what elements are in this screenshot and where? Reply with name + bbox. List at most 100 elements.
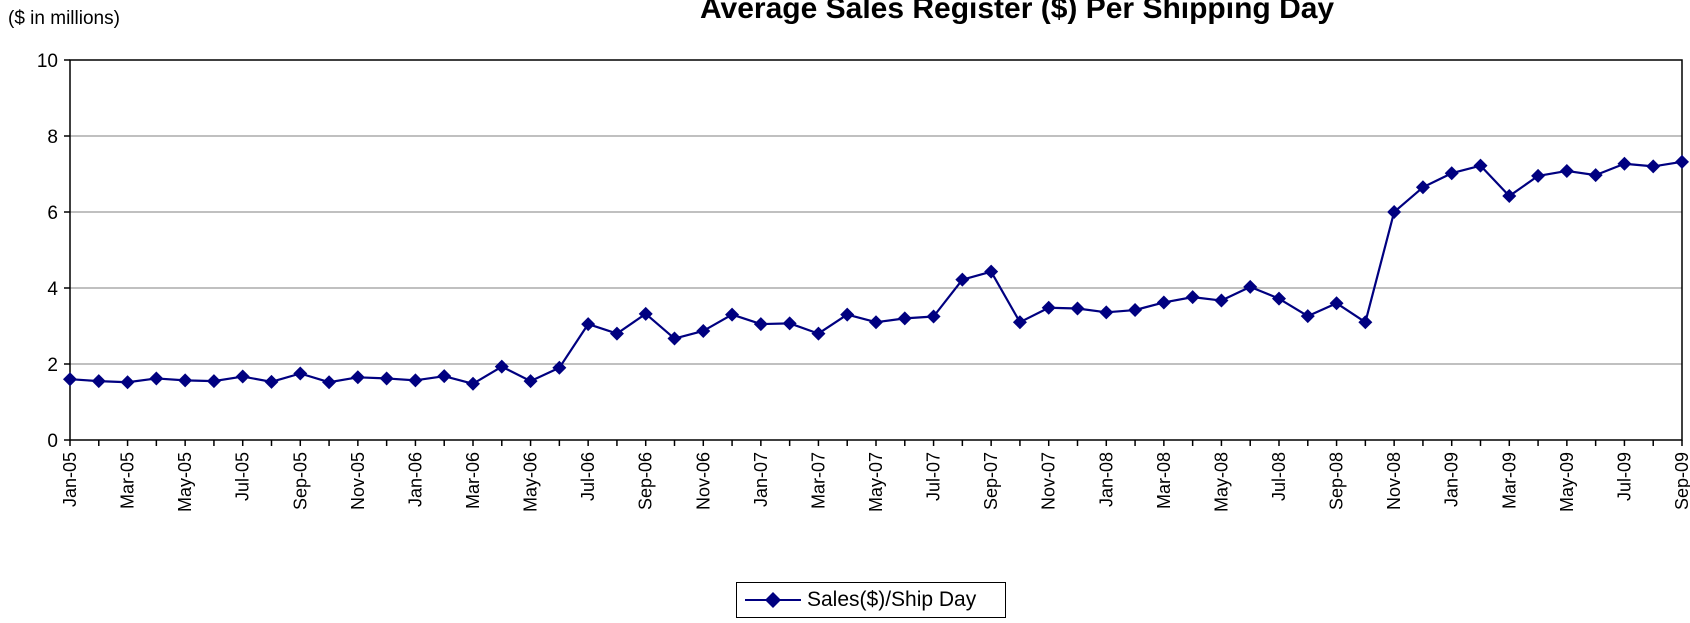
data-point-marker (1559, 163, 1574, 178)
series-markers (63, 154, 1689, 391)
x-tick-label: May-06 (521, 452, 541, 512)
legend-line-marker-icon (745, 592, 801, 608)
x-tick-label: Mar-09 (1499, 452, 1519, 509)
x-tick-label: Jul-08 (1269, 452, 1289, 501)
x-tick-label: Jul-09 (1614, 452, 1634, 501)
x-tick-label: Jul-05 (233, 452, 253, 501)
y-tick-label: 10 (37, 51, 58, 72)
data-point-marker (1473, 158, 1488, 173)
data-point-marker (1588, 168, 1603, 183)
x-tick-label: May-07 (866, 452, 886, 512)
data-point-marker (552, 360, 567, 375)
x-tick-label: Sep-07 (981, 452, 1001, 510)
data-point-marker (350, 370, 365, 385)
data-point-marker (1387, 205, 1402, 219)
data-point-marker (840, 307, 855, 322)
x-tick-label: May-08 (1211, 452, 1231, 512)
data-point-marker (725, 307, 740, 322)
chart-title: Average Sales Register ($) Per Shipping … (700, 0, 1335, 25)
x-tick-label: Mar-08 (1154, 452, 1174, 509)
data-point-marker (206, 374, 221, 389)
x-tick-label: Sep-08 (1327, 452, 1347, 510)
axes: 0 2 4 6 8 10 Jan-05 Mar-05 May-05 Jul-05 Sep-05 Nov… (37, 51, 1690, 512)
data-point-marker (91, 374, 106, 389)
x-tick-label: Jan-08 (1096, 452, 1116, 507)
data-point-marker (235, 369, 250, 384)
data-point-marker (753, 317, 768, 332)
data-point-marker (1272, 291, 1286, 306)
data-point-marker (523, 374, 538, 389)
data-point-marker (984, 264, 999, 279)
data-point-marker (609, 326, 624, 341)
data-point-marker (322, 375, 337, 390)
data-point-marker (1156, 295, 1171, 310)
y-axis-unit-label: ($ in millions) (8, 8, 120, 29)
x-tick-label: Jan-07 (751, 452, 771, 507)
data-point-marker (897, 311, 912, 326)
data-point-marker (149, 371, 164, 386)
x-tick-label: May-05 (175, 452, 195, 512)
data-point-marker (1012, 315, 1027, 330)
data-point-marker (178, 373, 193, 388)
data-point-marker (379, 371, 394, 386)
y-tick-label: 4 (47, 279, 58, 300)
data-point-marker (1329, 296, 1344, 311)
data-point-marker (1070, 301, 1085, 316)
data-point-marker (638, 306, 653, 321)
data-point-marker (782, 316, 797, 331)
data-point-marker (955, 272, 970, 287)
x-tick-label: Jul-06 (578, 452, 598, 501)
data-point-marker (293, 366, 308, 381)
x-tick-label: Jan-09 (1442, 452, 1462, 507)
data-point-marker (437, 369, 452, 384)
data-point-marker (1646, 159, 1661, 174)
x-tick-label: Mar-07 (808, 452, 828, 509)
data-point-marker (869, 315, 883, 330)
data-point-marker (1531, 168, 1546, 183)
legend: Sales($)/Ship Day (736, 582, 1006, 618)
data-point-marker (1675, 154, 1689, 169)
data-point-marker (1185, 290, 1200, 305)
data-point-marker (1617, 156, 1632, 171)
data-point-marker (1128, 303, 1143, 318)
y-tick-label: 2 (47, 355, 58, 376)
x-tick-label: Sep-09 (1672, 452, 1690, 510)
x-tick-label: Nov-05 (348, 452, 368, 510)
data-point-marker (667, 331, 682, 346)
data-point-marker (926, 309, 941, 324)
x-tick-label: Jul-07 (924, 452, 944, 501)
data-point-marker (63, 372, 77, 387)
data-point-marker (1415, 180, 1430, 195)
data-point-marker (408, 373, 423, 388)
data-point-marker (1300, 309, 1315, 324)
x-tick-label: Mar-06 (463, 452, 483, 509)
data-point-marker (264, 374, 279, 389)
data-point-marker (1243, 279, 1258, 294)
data-point-marker (1041, 300, 1056, 315)
legend-label: Sales($)/Ship Day (807, 588, 977, 611)
data-point-marker (466, 376, 480, 391)
x-tick-label: May-09 (1557, 452, 1577, 512)
series-line (69, 160, 1683, 385)
x-tick-label: Nov-07 (1039, 452, 1059, 510)
series-line-group (69, 160, 1683, 385)
y-tick-label: 8 (47, 127, 58, 148)
x-tick-label: Jan-06 (405, 452, 425, 507)
x-tick-label: Nov-08 (1384, 452, 1404, 510)
data-point-marker (811, 326, 826, 341)
data-point-marker (1214, 293, 1229, 308)
data-point-marker (494, 359, 509, 374)
data-point-marker (1358, 315, 1373, 330)
x-tick-label: Nov-06 (693, 452, 713, 510)
x-tick-label: Mar-05 (118, 452, 138, 509)
y-tick-label: 0 (47, 431, 58, 452)
y-tick-label: 6 (47, 203, 58, 224)
x-tick-label: Sep-06 (636, 452, 656, 510)
x-tick-label: Jan-05 (60, 452, 80, 507)
data-point-marker (1099, 305, 1114, 320)
data-point-marker (120, 375, 135, 390)
x-tick-label: Sep-05 (290, 452, 310, 510)
data-point-marker (581, 317, 596, 332)
data-point-marker (1444, 166, 1459, 181)
